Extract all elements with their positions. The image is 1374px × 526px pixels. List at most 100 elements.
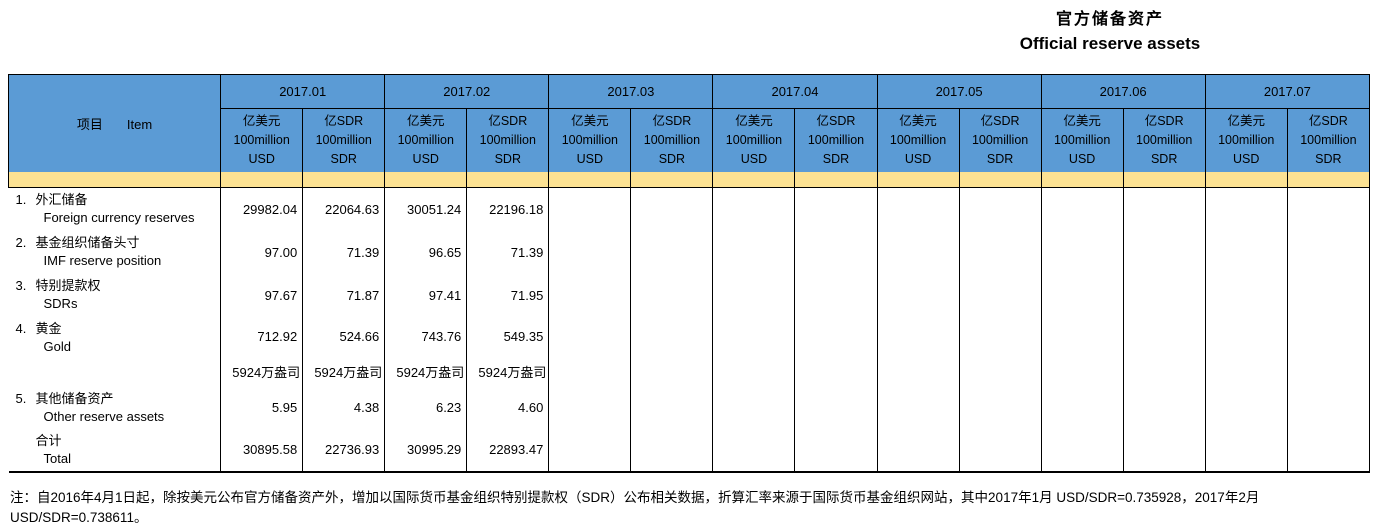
value-cell bbox=[1122, 316, 1206, 357]
value-cell: 30895.58 bbox=[220, 428, 304, 473]
value-cell bbox=[1286, 273, 1371, 317]
page-title: 官方储备资产 Official reserve assets bbox=[860, 8, 1360, 56]
item-label-cn: 其他储备资产 bbox=[35, 390, 114, 406]
value-cell bbox=[712, 356, 796, 387]
item-label-cell: 4. 黄金 Gold bbox=[8, 316, 222, 357]
value-cell bbox=[630, 316, 714, 357]
table-row: 4. 黄金 Gold 712.92 524.66 743.76 549.35 bbox=[8, 316, 1371, 357]
value-cell bbox=[548, 230, 632, 274]
unit-header-sdr: 亿SDR 100million SDR bbox=[630, 108, 714, 172]
item-number: 2. bbox=[15, 234, 27, 250]
value-cell bbox=[1122, 428, 1206, 473]
value-cell: 22064.63 bbox=[302, 187, 386, 231]
spacer-cell bbox=[794, 172, 878, 188]
value-cell bbox=[712, 428, 796, 473]
value-cell: 97.00 bbox=[220, 230, 304, 274]
value-cell bbox=[1122, 356, 1206, 387]
item-label-cn: 外汇储备 bbox=[35, 192, 88, 207]
value-cell bbox=[548, 356, 632, 387]
value-cell: 71.39 bbox=[466, 230, 550, 274]
value-cell bbox=[876, 187, 960, 231]
value-cell bbox=[1122, 273, 1206, 317]
spacer-cell bbox=[1286, 172, 1371, 188]
item-label-cn: 基金组织储备头寸 bbox=[35, 234, 140, 250]
value-cell bbox=[1286, 230, 1371, 274]
value-cell bbox=[548, 386, 632, 429]
month-header: 2017.05 bbox=[876, 74, 1042, 109]
value-cell: 5924万盎司 bbox=[220, 356, 304, 387]
value-cell: 22736.93 bbox=[302, 428, 386, 473]
item-label-cn: 特别提款权 bbox=[35, 277, 101, 293]
value-cell: 22196.18 bbox=[466, 187, 550, 231]
unit-header-usd: 亿美元 100million USD bbox=[384, 108, 468, 172]
value-cell: 71.95 bbox=[466, 273, 550, 317]
unit-header-row: 亿美元 100million USD 亿SDR 100million SDR 亿美元… bbox=[9, 108, 1371, 172]
unit-header-sdr: 亿SDR 100million SDR bbox=[1286, 108, 1371, 172]
month-header: 2017.07 bbox=[1204, 74, 1371, 109]
value-cell: 5924万盎司 bbox=[466, 356, 550, 387]
value-cell: 5924万盎司 bbox=[384, 356, 468, 387]
item-label-cell: 5. 其他储备资产 Other reserve assets bbox=[8, 386, 222, 429]
page-title-cn: 官方储备资产 bbox=[1055, 9, 1164, 28]
value-cell: 30995.29 bbox=[384, 428, 468, 473]
item-number: 3. bbox=[15, 277, 27, 293]
item-label-en: SDRs bbox=[43, 295, 78, 311]
unit-header-sdr: 亿SDR 100million SDR bbox=[958, 108, 1042, 172]
unit-header-usd: 亿美元 100million USD bbox=[1040, 108, 1124, 172]
spacer-cell bbox=[712, 172, 796, 188]
value-cell bbox=[1122, 230, 1206, 274]
item-label-cell: 1. 外汇储备 Foreign currency reserves bbox=[8, 187, 222, 231]
value-cell bbox=[958, 316, 1042, 357]
value-cell bbox=[958, 428, 1042, 473]
value-cell bbox=[876, 356, 960, 387]
item-label-cn: 黄金 bbox=[35, 320, 62, 336]
spacer-cell bbox=[7, 172, 222, 188]
value-cell bbox=[1040, 187, 1124, 231]
value-cell bbox=[1122, 187, 1206, 231]
value-cell bbox=[876, 386, 960, 429]
value-cell: 30051.24 bbox=[384, 187, 468, 231]
value-cell: 96.65 bbox=[384, 230, 468, 274]
spacer-cell bbox=[220, 172, 304, 188]
value-cell bbox=[630, 273, 714, 317]
unit-header-usd: 亿美元 100million USD bbox=[548, 108, 632, 172]
item-label-cell: 2. 基金组织储备头寸 IMF reserve position bbox=[8, 230, 222, 274]
item-label-en: IMF reserve position bbox=[43, 252, 162, 268]
unit-header-sdr: 亿SDR 100million SDR bbox=[302, 108, 386, 172]
unit-header-usd: 亿美元 100million USD bbox=[220, 108, 304, 172]
value-cell: 4.38 bbox=[302, 386, 386, 429]
value-cell bbox=[794, 386, 878, 429]
value-cell bbox=[1286, 386, 1371, 429]
value-cell bbox=[712, 230, 796, 274]
spacer-cell bbox=[958, 172, 1042, 188]
value-cell bbox=[1204, 187, 1288, 231]
value-cell: 5.95 bbox=[220, 386, 304, 429]
value-cell bbox=[630, 187, 714, 231]
value-cell bbox=[1040, 273, 1124, 317]
unit-header-sdr: 亿SDR 100million SDR bbox=[794, 108, 878, 172]
item-number: 5. bbox=[15, 390, 27, 406]
value-cell: 549.35 bbox=[466, 316, 550, 357]
value-cell bbox=[1040, 356, 1124, 387]
value-cell bbox=[1204, 356, 1288, 387]
value-cell bbox=[794, 273, 878, 317]
month-header: 2017.06 bbox=[1040, 74, 1206, 109]
value-cell bbox=[1040, 428, 1124, 473]
value-cell bbox=[548, 273, 632, 317]
table-row: 5. 其他储备资产 Other reserve assets 5.95 4.38 6.23… bbox=[8, 386, 1371, 429]
value-cell: 6.23 bbox=[384, 386, 468, 429]
value-cell bbox=[548, 316, 632, 357]
item-label-en: Gold bbox=[43, 338, 71, 354]
value-cell bbox=[1204, 230, 1288, 274]
item-label-cell: 3. 特别提款权 SDRs bbox=[8, 273, 222, 317]
unit-header-usd: 亿美元 100million USD bbox=[1204, 108, 1288, 172]
value-cell bbox=[1286, 356, 1371, 387]
month-header-row: 项目 Item 2017.01 2017.02 2017.03 2017.04 2017.… bbox=[7, 74, 1371, 172]
value-cell bbox=[1286, 428, 1371, 473]
value-cell bbox=[794, 356, 878, 387]
value-cell: 712.92 bbox=[220, 316, 304, 357]
table-row: 合计 Total 30895.58 22736.93 30995.29 22893.47 bbox=[8, 428, 1371, 473]
item-label-en: Other reserve assets bbox=[43, 408, 165, 424]
month-header: 2017.02 bbox=[384, 74, 550, 109]
value-cell bbox=[794, 316, 878, 357]
